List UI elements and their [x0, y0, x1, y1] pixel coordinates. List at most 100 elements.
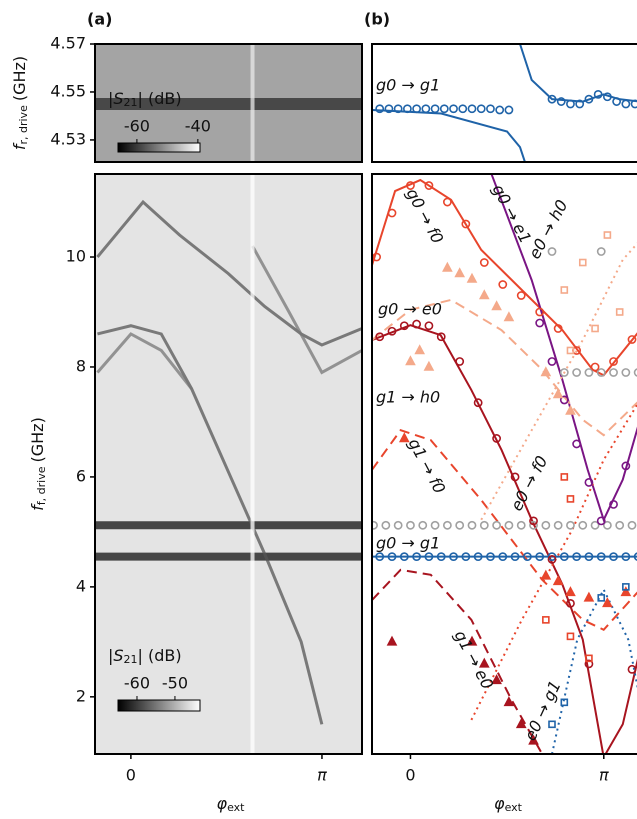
data-point [566, 598, 575, 608]
theory-line [372, 429, 637, 631]
x-label-symbol: φ [494, 794, 505, 813]
data-point [516, 520, 526, 530]
data-point [458, 104, 468, 114]
theory-line [519, 44, 637, 103]
data-point [547, 94, 557, 104]
colorbar-label-part: | (dB) [138, 646, 182, 665]
data-point [522, 552, 532, 562]
data-point [552, 575, 564, 586]
colorbar-tick-label: -60 [124, 117, 150, 136]
y-tick-label: 4.55 [50, 81, 86, 100]
data-point [633, 368, 637, 377]
data-point [454, 267, 466, 278]
data-point [584, 478, 594, 487]
data-point [615, 520, 625, 530]
data-point [547, 552, 557, 562]
data-point [372, 252, 382, 262]
series-label: g0 → g1 [376, 534, 440, 553]
data-point [566, 346, 575, 355]
data-point [540, 569, 552, 580]
data-point [467, 104, 477, 114]
data-point [621, 552, 631, 562]
plot-area [372, 44, 637, 162]
theory-line [372, 108, 526, 162]
panel-label: (a) [87, 10, 112, 29]
data-point [515, 718, 527, 729]
data-point [572, 368, 582, 377]
data-point [547, 357, 557, 366]
data-point [529, 516, 538, 526]
data-point [535, 307, 545, 317]
data-point [473, 398, 483, 408]
data-point [449, 104, 458, 114]
data-point [602, 597, 613, 608]
x-axis-label: φext [494, 794, 523, 815]
data-point [399, 321, 409, 331]
data-point [503, 311, 515, 322]
data-point [375, 552, 385, 562]
data-point [414, 344, 426, 355]
colorbar-label-part: |S [108, 646, 124, 665]
y-tick-label: 8 [76, 356, 86, 375]
data-point [553, 324, 563, 333]
data-point [478, 657, 490, 668]
series-label: g1 → e0 [450, 627, 497, 692]
data-point [393, 104, 403, 114]
x-label-symbol: φ [217, 794, 228, 813]
data-point [542, 616, 550, 624]
data-point [424, 181, 434, 190]
data-point [622, 583, 630, 591]
data-point [627, 520, 637, 530]
theory-line [372, 324, 637, 754]
x-tick-label: π [599, 766, 609, 785]
data-point [375, 104, 385, 114]
data-point [535, 318, 545, 328]
data-point [627, 664, 637, 674]
data-point [609, 368, 618, 377]
data-point [439, 104, 449, 114]
theory-line [551, 587, 637, 754]
data-point [596, 247, 606, 256]
plot-frame [371, 43, 637, 163]
panel-label: (b) [364, 10, 390, 29]
data-point [565, 586, 576, 597]
data-point [528, 734, 539, 745]
y-label-sub: r, drive [17, 105, 30, 145]
x-tick-label: π [317, 766, 327, 785]
y-label-symbol: f [28, 503, 47, 511]
heatmap-feature [97, 324, 324, 725]
data-point [584, 552, 594, 562]
data-point [596, 552, 606, 562]
data-point [455, 520, 465, 530]
data-point [556, 97, 566, 106]
y-label-unit: (GHz) [10, 56, 29, 101]
data-point [430, 520, 440, 530]
data-point [529, 520, 538, 530]
data-point [590, 362, 600, 372]
data-point [486, 552, 495, 562]
colorbar-tick-label: -50 [162, 674, 188, 693]
data-point [559, 368, 569, 377]
y-axis-label: fr, drive (GHz) [10, 56, 31, 150]
data-point [547, 247, 557, 256]
data-point [504, 520, 514, 530]
data-point [612, 97, 622, 106]
colorbar-tick-label: -60 [124, 674, 150, 693]
colorbar [117, 699, 201, 712]
data-point [504, 105, 514, 115]
colorbar-label-part: |S [108, 89, 124, 108]
data-point [510, 552, 520, 562]
data-point [633, 552, 637, 561]
data-point [436, 552, 446, 562]
data-point [516, 291, 526, 300]
data-point [559, 552, 569, 562]
data-point [621, 461, 631, 471]
data-point [609, 552, 618, 562]
data-point [491, 674, 502, 685]
x-label-sub: ext [505, 801, 523, 814]
data-point [578, 258, 587, 267]
theory-line [480, 242, 637, 521]
plot-area [372, 174, 637, 754]
data-point [621, 99, 631, 109]
data-point [375, 332, 385, 342]
